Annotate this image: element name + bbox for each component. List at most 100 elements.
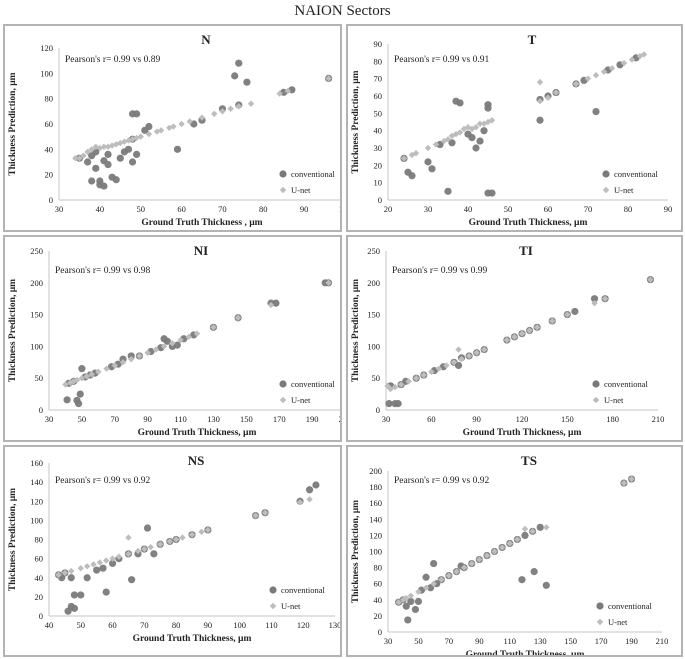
data-point-u-net — [453, 568, 460, 575]
y-tick-label: 200 — [30, 278, 43, 288]
x-tick-label: 30 — [55, 204, 64, 214]
data-point-conventional — [92, 164, 100, 172]
data-point-conventional — [88, 177, 96, 185]
data-point-conventional — [78, 365, 86, 373]
x-tick-label: 170 — [595, 636, 608, 646]
x-axis-title: Ground Truth Thickness , µm — [141, 218, 262, 228]
data-point-u-net — [647, 276, 654, 283]
y-tick-label: 20 — [374, 611, 383, 621]
data-point-u-net — [109, 555, 116, 562]
y-tick-label: 250 — [367, 246, 380, 256]
y-axis-title: Thickness Prediction, µm — [8, 279, 18, 382]
data-point-u-net — [276, 90, 283, 97]
data-point-conventional — [476, 137, 484, 145]
data-point-u-net — [210, 324, 217, 331]
data-point-conventional — [407, 597, 415, 606]
data-point-u-net — [458, 355, 465, 363]
x-tick-label: 150 — [240, 414, 253, 424]
x-tick-label: 80 — [624, 204, 633, 214]
data-point-conventional — [428, 165, 436, 173]
y-tick-label: 80 — [45, 94, 54, 104]
y-axis-title: Thickness Prediction, µm — [351, 70, 361, 173]
data-point-u-net — [468, 125, 476, 133]
data-point-u-net — [160, 343, 168, 350]
data-point-u-net — [252, 512, 259, 519]
data-point-u-net — [628, 56, 636, 63]
data-point-conventional — [243, 78, 251, 86]
y-tick-label: 80 — [374, 563, 383, 573]
x-tick-label: 130 — [534, 636, 547, 646]
data-point-u-net — [628, 475, 635, 483]
data-point-u-net — [88, 146, 95, 153]
data-point-u-net — [111, 362, 118, 369]
data-point-conventional — [448, 139, 456, 147]
y-tick-label: 90 — [374, 39, 383, 49]
data-point-conventional — [408, 172, 416, 180]
data-point-u-net — [415, 588, 422, 595]
y-tick-label: 80 — [35, 535, 44, 545]
data-point-conventional — [173, 341, 181, 349]
data-point-conventional — [454, 361, 463, 370]
x-tick-label: 70 — [111, 414, 120, 424]
data-point-conventional — [536, 116, 544, 124]
data-point-u-net — [464, 124, 472, 131]
y-tick-label: 80 — [374, 56, 383, 66]
x-axis-title: Ground Truth Thickness, µm — [466, 650, 585, 655]
data-point-u-net — [267, 301, 275, 309]
y-tick-label: 150 — [30, 310, 43, 320]
data-point-conventional — [133, 110, 141, 118]
panel-t: 20 30 40 50 60 70 80 90 0 10 20 30 40 50 60 70 80 90 Groun… — [346, 24, 683, 232]
data-point-u-net — [592, 72, 600, 79]
data-point-conventional — [427, 584, 435, 592]
data-point-u-net — [204, 526, 212, 534]
figure-title: NAION Sectors — [294, 3, 391, 19]
legend-label-conventional: conventional — [291, 379, 336, 389]
data-point-u-net — [465, 352, 473, 360]
data-point-conventional — [76, 390, 84, 398]
x-tick-label: 30 — [384, 636, 393, 646]
data-point-u-net — [211, 110, 218, 118]
y-tick-label: 100 — [30, 515, 43, 525]
scatter-chart-ns: 40 50 60 70 80 90 100 110 120 130 0 20 40 60 80 100 120 1… — [8, 453, 340, 644]
series-u-net — [62, 279, 332, 388]
x-tick-label: 40 — [464, 204, 473, 214]
y-tick-label: 60 — [45, 119, 54, 129]
x-tick-label: 120 — [516, 414, 529, 424]
data-point-conventional — [63, 396, 71, 404]
data-point-u-net — [96, 144, 104, 152]
data-point-conventional — [77, 591, 85, 599]
y-tick-label: 60 — [374, 91, 383, 101]
data-point-conventional — [385, 400, 393, 408]
data-point-u-net — [152, 346, 160, 353]
x-tick-label: 50 — [78, 414, 87, 424]
pearson-annotation: Pearson's r= 0.99 vs 0.89 — [65, 55, 160, 65]
data-point-u-net — [591, 299, 598, 307]
legend-label-conventional: conventional — [608, 601, 653, 611]
data-point-conventional — [521, 531, 529, 539]
data-point-u-net — [484, 118, 492, 126]
data-point-conventional — [133, 150, 141, 158]
pearson-annotation: Pearson's r= 0.99 vs 0.98 — [55, 266, 150, 276]
y-tick-label: 200 — [369, 466, 382, 476]
data-point-u-net — [234, 314, 242, 321]
data-point-u-net — [306, 496, 313, 503]
series-u-net — [55, 496, 313, 579]
legend-marker-u-net — [602, 186, 610, 194]
x-tick-label: 30 — [424, 204, 433, 214]
data-point-u-net — [193, 330, 201, 337]
y-tick-label: 120 — [40, 43, 53, 53]
data-point-u-net — [247, 100, 255, 107]
data-point-conventional — [67, 574, 75, 582]
data-point-u-net — [219, 108, 226, 115]
y-tick-label: 0 — [39, 405, 43, 415]
data-point-u-net — [443, 362, 450, 369]
y-tick-label: 60 — [374, 579, 383, 589]
panel-ts: 30 50 70 90 110 130 150 170 190 210 0 20 40 60 80 100 12… — [346, 445, 683, 657]
data-point-u-net — [511, 333, 518, 341]
data-point-conventional — [83, 574, 91, 582]
data-point-u-net — [179, 534, 186, 541]
chart-title: T — [528, 32, 537, 47]
y-tick-label: 160 — [30, 458, 43, 468]
y-tick-label: 0 — [49, 195, 53, 205]
x-tick-label: 190 — [306, 414, 319, 424]
